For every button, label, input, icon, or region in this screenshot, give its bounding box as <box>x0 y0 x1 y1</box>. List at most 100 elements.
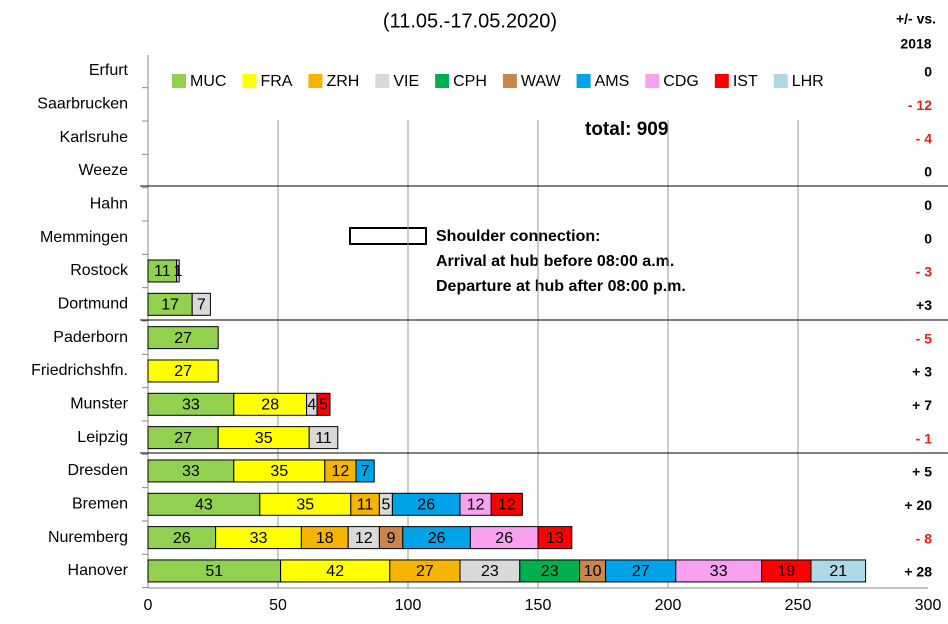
bar-value-label: 23 <box>481 563 499 580</box>
bar-segment <box>147 359 219 383</box>
bar-value-label: 33 <box>250 530 268 547</box>
change-label: + 3 <box>912 364 932 380</box>
legend-swatch <box>435 74 450 88</box>
bar-value-label: 19 <box>777 563 795 580</box>
x-tick-label: 250 <box>785 597 812 614</box>
annotation: Arrival at hub before 08:00 a.m. <box>436 253 674 270</box>
legend-swatch <box>502 74 517 88</box>
y-tick-label: Leipzig <box>77 429 128 446</box>
bar-value-label: 7 <box>361 463 370 480</box>
bar-value-label: 11 <box>154 263 171 280</box>
bar-value-label: 12 <box>498 497 516 514</box>
bar-value-label: 10 <box>584 563 602 580</box>
bar-value-label: 11 <box>315 430 332 447</box>
y-tick-label: Dresden <box>68 462 128 479</box>
legend-swatch <box>576 74 591 88</box>
change-label: + 28 <box>904 564 932 580</box>
legend-label: VIE <box>393 73 419 90</box>
bar-value-label: 17 <box>161 297 179 314</box>
change-label: + 20 <box>904 497 932 513</box>
bar-value-label: 35 <box>296 497 314 514</box>
bar-value-label: 43 <box>195 497 213 514</box>
bar-segment <box>191 292 211 316</box>
bar-segment <box>537 526 573 550</box>
y-tick-label: Saarbrucken <box>37 96 128 113</box>
bar-value-label: 28 <box>261 397 279 414</box>
legend-label: ZRH <box>326 73 359 90</box>
legend-swatch <box>773 74 788 88</box>
bar-segment <box>176 259 180 283</box>
legend-label: CPH <box>453 73 487 90</box>
bar-value-label: 12 <box>332 463 350 480</box>
bar-segment <box>308 426 339 450</box>
bar-value-label: 11 <box>357 497 374 514</box>
legend-swatch <box>242 74 257 88</box>
y-tick-label: Dortmund <box>58 296 128 313</box>
bar-value-label: 1 <box>173 263 182 280</box>
change-label: + 5 <box>912 464 932 480</box>
legend-swatch <box>375 74 390 88</box>
legend-swatch <box>645 74 660 88</box>
x-tick-label: 150 <box>525 597 552 614</box>
change-label: 0 <box>924 164 932 180</box>
y-tick-label: Bremen <box>72 496 128 513</box>
bar-value-label: 27 <box>416 563 434 580</box>
bar-value-label: 33 <box>182 397 200 414</box>
x-tick-label: 100 <box>395 597 422 614</box>
y-tick-label: Hahn <box>90 196 128 213</box>
bar-segment <box>810 559 867 583</box>
bar-value-label: 12 <box>467 497 485 514</box>
bar-segment <box>147 326 219 350</box>
y-tick-label: Nuremberg <box>48 529 128 546</box>
bar-value-label: 26 <box>173 530 191 547</box>
change-label: 0 <box>924 64 932 80</box>
change-label: - 5 <box>916 330 933 346</box>
y-tick-label: Weeze <box>78 162 128 179</box>
bar-value-label: 4 <box>307 397 316 414</box>
bar-value-label: 33 <box>182 463 200 480</box>
change-label: 0 <box>924 230 932 246</box>
legend-label: FRA <box>260 73 292 90</box>
bar-value-label: 35 <box>270 463 288 480</box>
bar-value-label: 18 <box>316 530 334 547</box>
x-tick-label: 50 <box>269 597 287 614</box>
y-tick-label: Rostock <box>70 262 129 279</box>
legend-label: IST <box>733 73 758 90</box>
legend-label: MUC <box>190 73 226 90</box>
legend-label: WAW <box>521 73 562 90</box>
bar-value-label: 27 <box>174 363 192 380</box>
x-tick-label: 200 <box>655 597 682 614</box>
bar-value-label: 5 <box>319 397 328 414</box>
x-tick-label: 300 <box>915 597 942 614</box>
bar-value-label: 26 <box>417 497 435 514</box>
legend-swatch <box>714 74 729 88</box>
bar-value-label: 33 <box>710 563 728 580</box>
y-tick-label: Friedrichshfn. <box>31 362 128 379</box>
change-label: - 12 <box>908 97 932 113</box>
bar-value-label: 9 <box>387 530 396 547</box>
bar-value-label: 51 <box>205 563 223 580</box>
y-tick-label: Hanover <box>68 562 129 579</box>
y-tick-label: Memmingen <box>40 229 128 246</box>
bar-value-label: 23 <box>541 563 559 580</box>
change-label: - 8 <box>916 530 933 546</box>
annotation: total: 909 <box>585 119 668 140</box>
chart-subtitle: (11.05.-17.05.2020) <box>383 10 557 32</box>
legend-swatch <box>308 74 323 88</box>
bar-value-label: 42 <box>326 563 344 580</box>
y-tick-label: Erfurt <box>89 62 129 79</box>
bar-segment <box>355 459 375 483</box>
change-label: +3 <box>916 297 932 313</box>
change-header: +/- vs. <box>896 11 936 27</box>
annotation: Departure at hub after 08:00 p.m. <box>436 278 686 295</box>
change-label: - 3 <box>916 264 933 280</box>
shoulder-key <box>349 227 427 245</box>
bar-value-label: 5 <box>381 497 390 514</box>
legend-label: AMS <box>595 73 630 90</box>
bar-value-label: 27 <box>632 563 650 580</box>
y-tick-label: Paderborn <box>53 329 128 346</box>
annotation: Shoulder connection: <box>436 228 600 245</box>
legend-swatch <box>172 74 186 88</box>
bar-value-label: 27 <box>174 430 192 447</box>
bar-value-label: 7 <box>197 297 206 314</box>
